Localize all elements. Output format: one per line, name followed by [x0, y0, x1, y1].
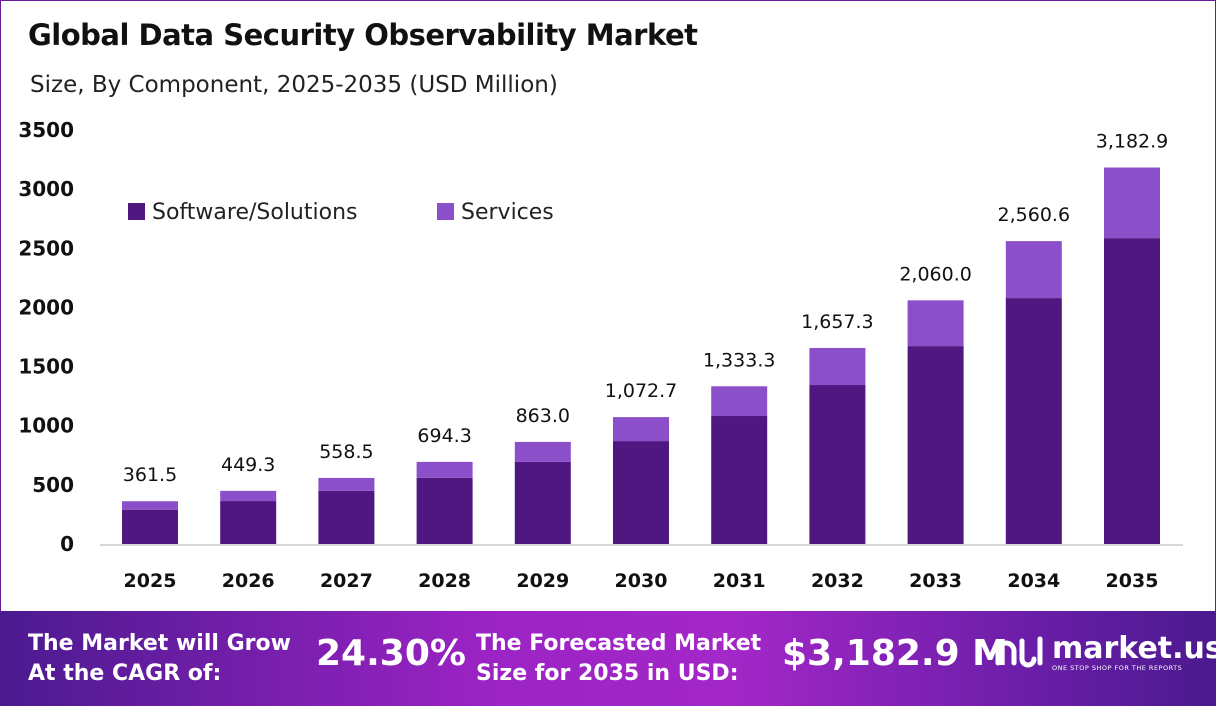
- total-data-label: 2,560.6: [998, 204, 1071, 226]
- bar-services-2026: [220, 490, 277, 502]
- y-tick-label: 1000: [18, 414, 74, 438]
- bar-chart: 0 500 1000 1500 2000 2500 3000 3500 361.5 2025 449…: [18, 118, 1183, 592]
- brand-name: market.us: [1052, 631, 1216, 666]
- bar-services-2027: [318, 477, 375, 491]
- market-us-logo-icon: [995, 636, 1043, 668]
- forecast-label: The Forecasted Market Size for 2035 in U…: [476, 629, 761, 689]
- footer-banner: The Market will Grow At the CAGR of: 24.…: [0, 611, 1216, 706]
- bar-software-2032: [809, 385, 866, 544]
- forecast-label-line2: Size for 2035 in USD:: [476, 661, 739, 686]
- forecast-label-line1: The Forecasted Market: [476, 631, 762, 656]
- y-tick-label: 0: [60, 532, 74, 556]
- cagr-label-line2: At the CAGR of:: [28, 661, 222, 686]
- bar-services-2028: [416, 461, 473, 478]
- legend-label: Services: [461, 200, 554, 225]
- x-tick-label: 2028: [418, 570, 471, 592]
- y-tick-label: 3000: [18, 177, 74, 201]
- y-tick-label: 3500: [18, 118, 74, 142]
- bar-services-2029: [514, 441, 571, 462]
- bar-software-2035: [1104, 238, 1160, 544]
- bar-services-2031: [711, 386, 768, 417]
- total-data-label: 361.5: [123, 464, 177, 486]
- bar-software-2025: [122, 509, 178, 544]
- bar-software-2029: [514, 461, 571, 544]
- cagr-value: 24.30%: [316, 633, 466, 674]
- bar-services-2025: [122, 501, 178, 510]
- total-data-label: 558.5: [319, 441, 373, 463]
- x-tick-label: 2026: [222, 570, 275, 592]
- y-tick-label: 1500: [18, 355, 74, 379]
- bar-services-2033: [907, 300, 964, 347]
- cagr-label: The Market will Grow At the CAGR of:: [28, 629, 291, 689]
- bar-software-2030: [613, 441, 669, 544]
- x-tick-label: 2033: [909, 570, 962, 592]
- bar-services-2035: [1104, 167, 1160, 239]
- total-data-label: 694.3: [417, 425, 471, 447]
- bar-services-2032: [809, 347, 866, 386]
- total-data-label: 449.3: [221, 454, 275, 476]
- x-tick-label: 2027: [320, 570, 373, 592]
- x-tick-label: 2030: [615, 570, 668, 592]
- bar-software-2026: [220, 501, 277, 544]
- bar-software-2028: [416, 477, 473, 544]
- total-data-label: 863.0: [516, 405, 570, 427]
- x-tick-label: 2031: [713, 570, 766, 592]
- bar-services-2030: [613, 417, 669, 442]
- x-tick-label: 2025: [124, 570, 177, 592]
- x-tick-label: 2035: [1106, 570, 1159, 592]
- brand-tagline: ONE STOP SHOP FOR THE REPORTS: [1052, 664, 1183, 672]
- bar-software-2031: [711, 416, 768, 544]
- bar-services-2034: [1005, 241, 1062, 299]
- total-data-label: 1,333.3: [703, 349, 776, 371]
- chart-title: Global Data Security Observability Marke…: [28, 18, 698, 52]
- y-tick-label: 500: [32, 473, 74, 497]
- brand-logo: market.us ONE STOP SHOP FOR THE REPORTS: [994, 633, 1216, 673]
- chart-subtitle: Size, By Component, 2025-2035 (USD Milli…: [30, 72, 558, 98]
- forecast-value: $3,182.9 M: [782, 633, 1009, 674]
- legend-label: Software/Solutions: [152, 200, 357, 225]
- legend-swatch-services: [437, 203, 454, 220]
- y-tick-label: 2000: [18, 295, 74, 319]
- bar-software-2027: [318, 490, 375, 544]
- x-tick-label: 2034: [1007, 570, 1060, 592]
- total-data-label: 3,182.9: [1096, 131, 1169, 153]
- total-data-label: 1,072.7: [605, 380, 678, 402]
- bar-software-2034: [1005, 298, 1062, 544]
- total-data-label: 2,060.0: [899, 263, 972, 285]
- y-tick-label: 2500: [18, 236, 74, 260]
- total-data-label: 1,657.3: [801, 311, 874, 333]
- x-tick-label: 2032: [811, 570, 864, 592]
- cagr-label-line1: The Market will Grow: [28, 631, 291, 656]
- bar-software-2033: [907, 346, 964, 544]
- legend-swatch-software: [128, 203, 145, 220]
- x-tick-label: 2029: [516, 570, 569, 592]
